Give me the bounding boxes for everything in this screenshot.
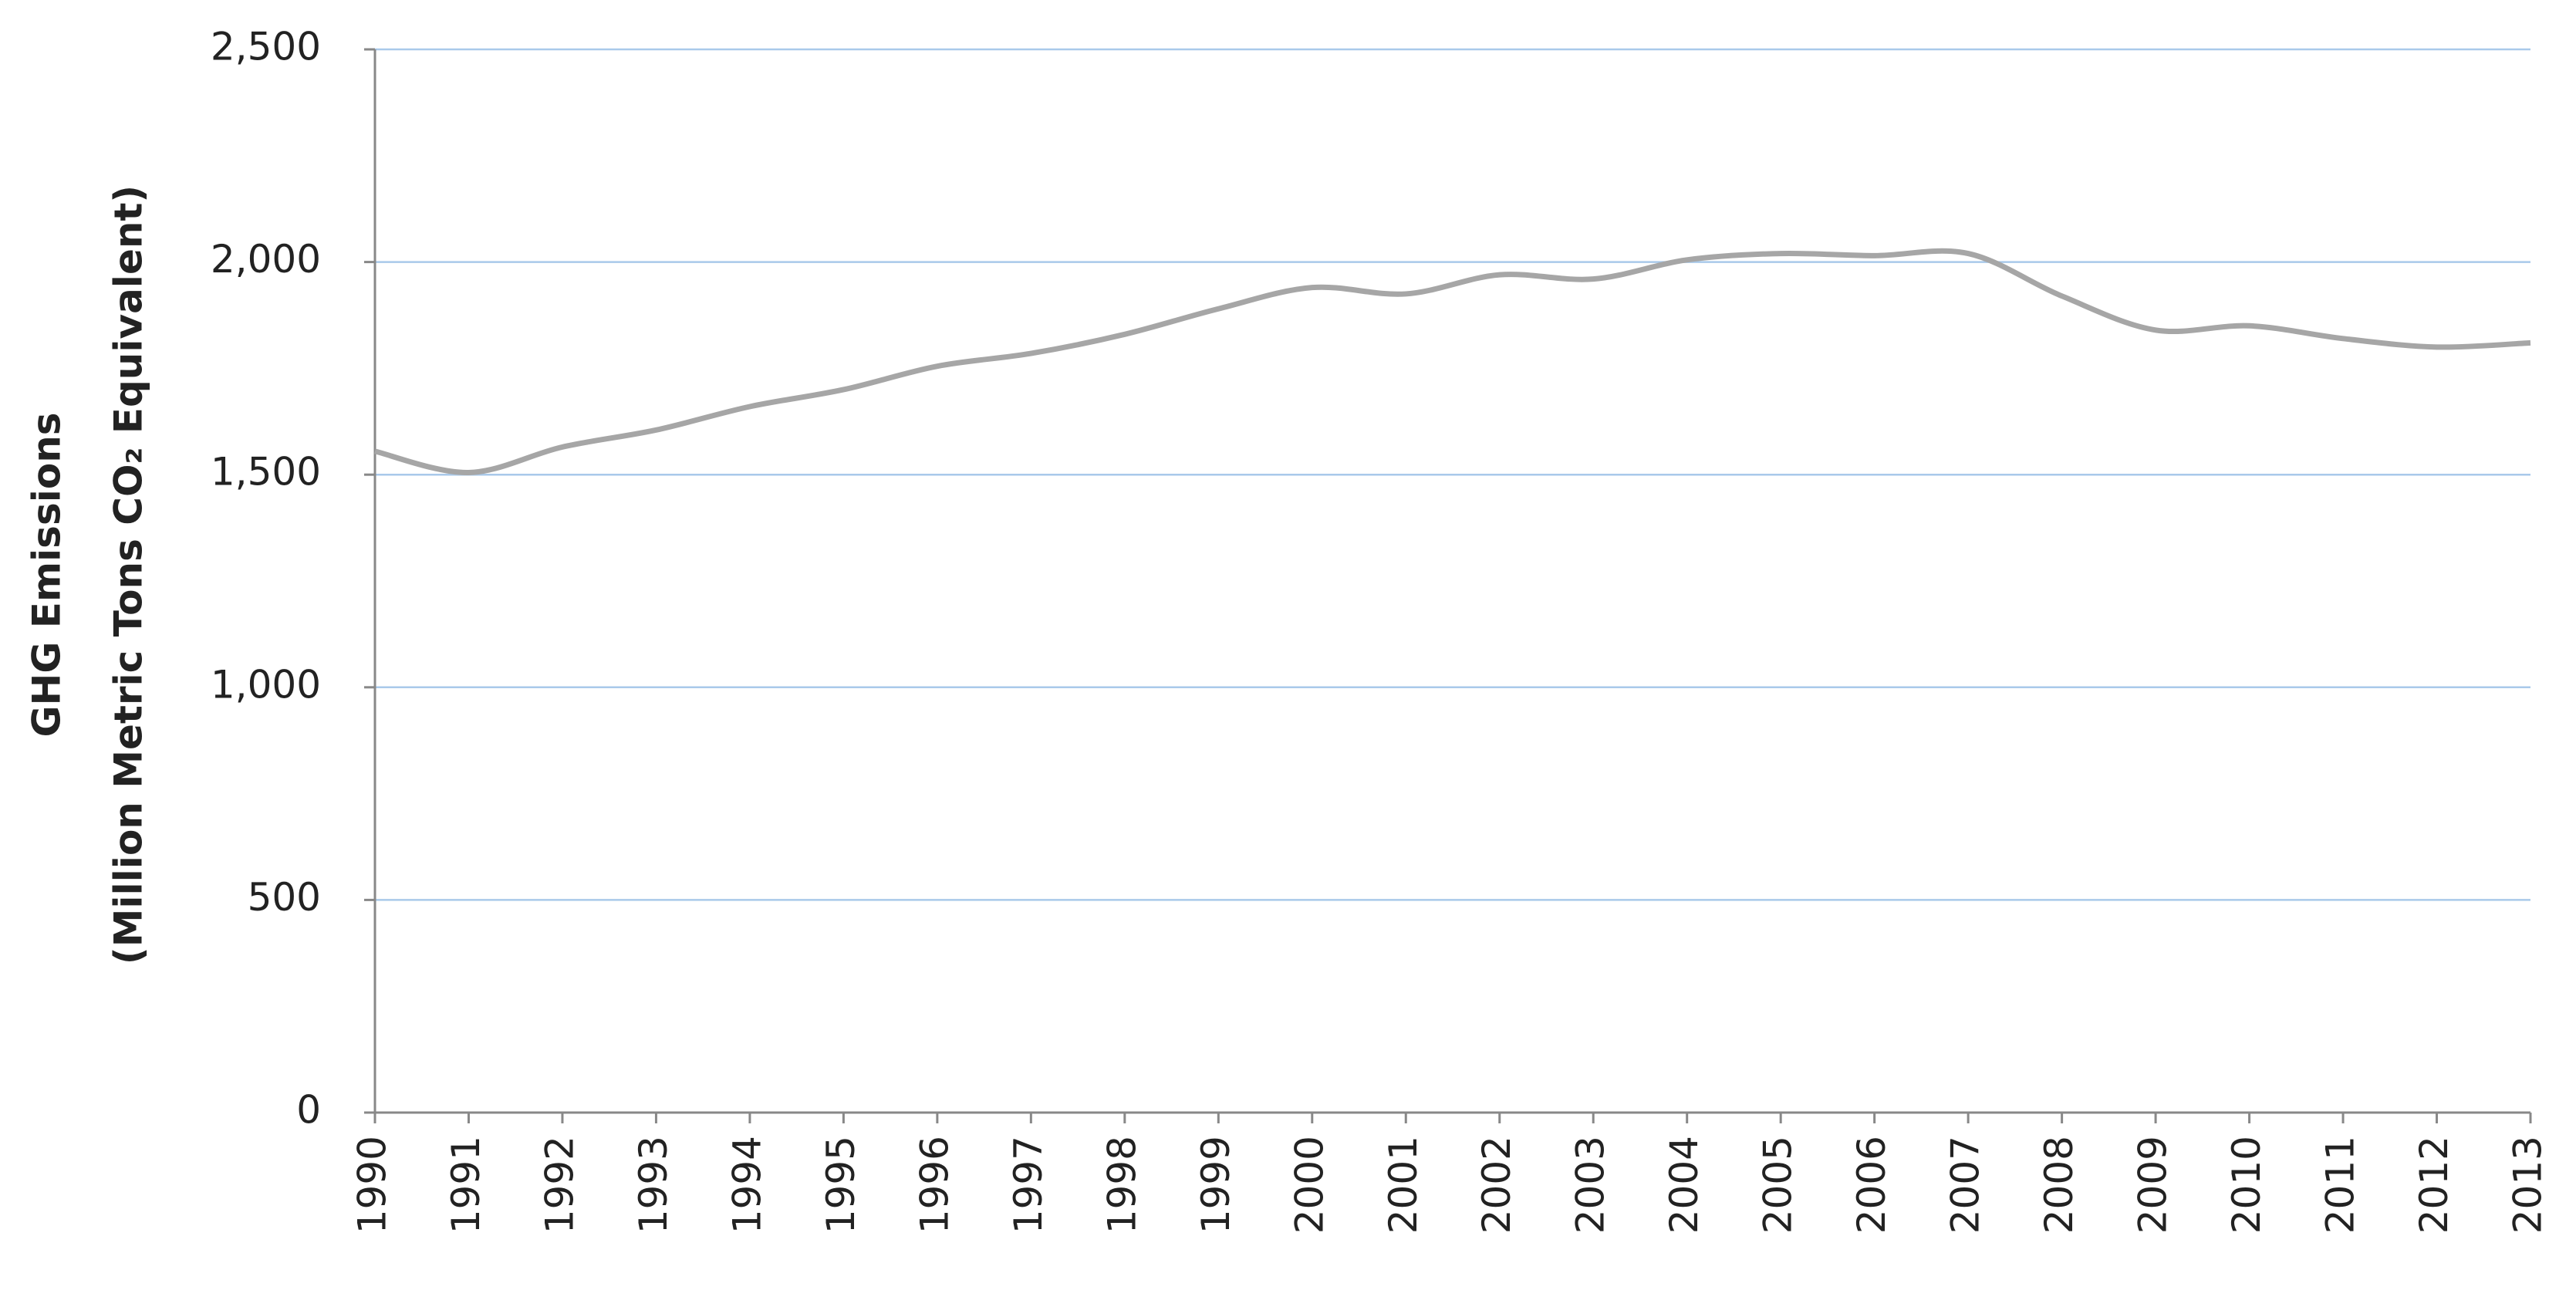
y-axis-title: (Million Metric Tons CO₂ Equivalent) [106, 185, 151, 964]
x-tick-label: 2006 [1849, 1136, 1894, 1234]
x-tick-label: 1991 [444, 1136, 488, 1234]
x-tick-label: 1998 [1099, 1136, 1144, 1234]
x-tick-label: 2009 [2131, 1136, 2176, 1234]
x-tick-label: 2001 [1381, 1136, 1426, 1234]
x-tick-label: 1996 [912, 1136, 957, 1234]
x-tick-label: 2013 [2506, 1136, 2551, 1234]
x-tick-label: 2011 [2318, 1136, 2363, 1234]
x-tick-label: 2002 [1474, 1136, 1519, 1234]
x-tick-label: 2010 [2224, 1136, 2269, 1234]
x-tick-label: 2008 [2037, 1136, 2081, 1234]
x-tick-label: 1999 [1193, 1136, 1238, 1234]
x-tick-label: 1993 [631, 1136, 676, 1234]
x-tick-label: 1994 [724, 1136, 769, 1234]
y-tick-label: 1,500 [211, 450, 321, 495]
y-tick-label: 2,000 [211, 237, 321, 282]
y-tick-label: 1,000 [211, 662, 321, 707]
x-tick-label: 2005 [1756, 1136, 1801, 1234]
x-tick-label: 2007 [1943, 1136, 1988, 1234]
x-tick-label: 1990 [350, 1136, 395, 1234]
x-tick-label: 2003 [1568, 1136, 1613, 1234]
y-tick-label: 0 [296, 1088, 321, 1133]
x-tick-label: 1995 [819, 1136, 863, 1234]
y-tick-label: 500 [248, 875, 321, 920]
y-tick-label: 2,500 [211, 25, 321, 69]
x-tick-label: 1997 [1006, 1136, 1051, 1234]
x-tick-label: 1992 [537, 1136, 582, 1234]
y-axis-title: GHG Emissions [25, 412, 69, 737]
data-line [374, 248, 2531, 475]
x-tick-label: 2012 [2412, 1136, 2456, 1234]
x-tick-label: 2004 [1662, 1136, 1707, 1234]
x-tick-label: 2000 [1287, 1136, 1332, 1234]
